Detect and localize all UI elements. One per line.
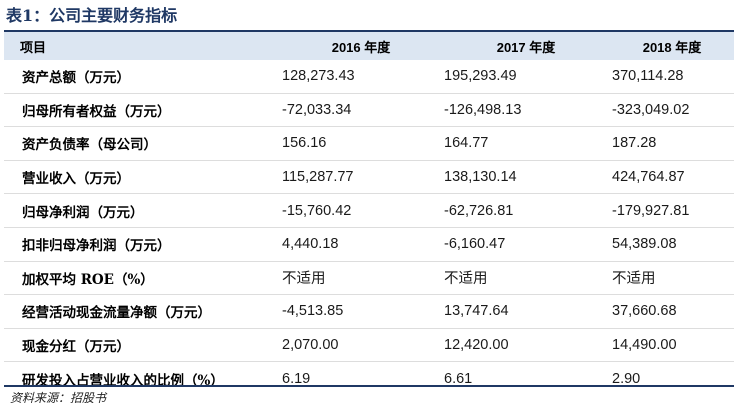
cell-2018: 37,660.68 [610, 294, 734, 329]
row-label: 经营活动现金流量净额（万元） [4, 294, 280, 329]
table-row: 加权平均 ROE（%） 不适用 不适用 不适用 [4, 261, 734, 296]
cell-2017: 12,420.00 [442, 328, 610, 363]
financial-indicators-table: 项目 2016 年度 2017 年度 2018 年度 资产总额（万元） 128,… [4, 32, 734, 395]
source-note: 资料来源：招股书 [10, 391, 107, 405]
row-label: 现金分红（万元） [4, 328, 280, 363]
cell-2017: 6.61 [444, 370, 473, 387]
cell-2017: 195,293.49 [442, 60, 610, 94]
header-row: 项目 2016 年度 2017 年度 2018 年度 [4, 32, 734, 60]
header-2018: 2018 年度 [610, 32, 734, 60]
cell-2016: -15,760.42 [280, 193, 442, 228]
cell-2017: 不适用 [442, 261, 610, 296]
table-row: 资产负债率（母公司） 156.16 164.77 187.28 [4, 126, 734, 161]
cell-2017: 13,747.64 [442, 294, 610, 329]
cell-2018: 不适用 [610, 261, 734, 296]
cell-2016: 4,440.18 [280, 227, 442, 262]
row-label: 归母所有者权益（万元） [4, 93, 280, 128]
table-row: 研发投入占营业收入的比例（%） 6.19 6.61 2.90 [4, 362, 734, 395]
table-row: 扣非归母净利润（万元） 4,440.18 -6,160.47 54,389.08 [4, 227, 734, 262]
cell-2016: 115,287.77 [280, 160, 442, 195]
cell-2017: 164.77 [442, 126, 610, 161]
row-label: 加权平均 ROE（%） [4, 261, 280, 296]
top-rule [4, 30, 734, 32]
row-label: 研发投入占营业收入的比例（%） [22, 372, 224, 389]
cell-2016: -4,513.85 [280, 294, 442, 329]
cell-2018: -179,927.81 [610, 193, 734, 228]
cell-2016: 156.16 [280, 126, 442, 161]
header-item: 项目 [4, 32, 280, 60]
table-row: 营业收入（万元） 115,287.77 138,130.14 424,764.8… [4, 160, 734, 195]
cell-2017: 138,130.14 [442, 160, 610, 195]
table-row: 现金分红（万元） 2,070.00 12,420.00 14,490.00 [4, 328, 734, 363]
cell-2016: 128,273.43 [280, 60, 442, 94]
cell-2018: 370,114.28 [610, 60, 734, 94]
table-row: 资产总额（万元） 128,273.43 195,293.49 370,114.2… [4, 60, 734, 94]
cell-2018: 2.90 [612, 370, 641, 387]
cell-2016: 不适用 [280, 261, 442, 296]
row-label: 资产负债率（母公司） [4, 126, 280, 161]
cell-2016: 2,070.00 [280, 328, 442, 363]
cell-2017: -126,498.13 [442, 93, 610, 128]
cell-2018: 187.28 [610, 126, 734, 161]
table-row: 归母所有者权益（万元） -72,033.34 -126,498.13 -323,… [4, 93, 734, 128]
cell-2017: -62,726.81 [442, 193, 610, 228]
row-label: 营业收入（万元） [4, 160, 280, 195]
cell-2016: -72,033.34 [280, 93, 442, 128]
cell-2018: 54,389.08 [610, 227, 734, 262]
cell-2017: -6,160.47 [442, 227, 610, 262]
cell-2016: 6.19 [282, 370, 311, 387]
bottom-rule [4, 385, 734, 387]
table-row: 经营活动现金流量净额（万元） -4,513.85 13,747.64 37,66… [4, 294, 734, 329]
cell-2018: 14,490.00 [610, 328, 734, 363]
row-label: 资产总额（万元） [4, 60, 280, 94]
cell-2018: 424,764.87 [610, 160, 734, 195]
table-row: 归母净利润（万元） -15,760.42 -62,726.81 -179,927… [4, 193, 734, 228]
header-2017: 2017 年度 [442, 32, 610, 60]
row-label: 归母净利润（万元） [4, 193, 280, 228]
header-2016: 2016 年度 [280, 32, 442, 60]
row-label: 扣非归母净利润（万元） [4, 227, 280, 262]
table-title: 表1：公司主要财务指标 [6, 6, 178, 25]
cell-2018: -323,049.02 [610, 93, 734, 128]
